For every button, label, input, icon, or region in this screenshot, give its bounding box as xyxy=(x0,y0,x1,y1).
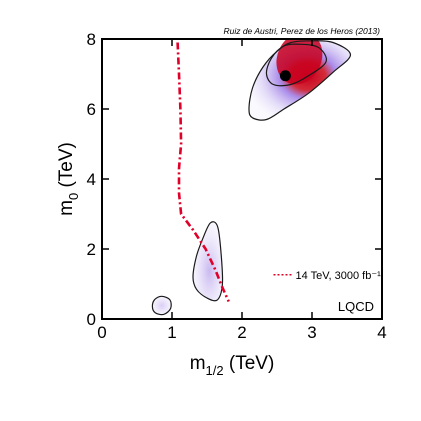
x-axis-title-sub: 1/2 xyxy=(206,363,224,378)
credit-annotation: Ruiz de Austri, Perez de los Heros (2013… xyxy=(223,26,380,36)
legend-label: 14 TeV, 3000 fb⁻¹ xyxy=(296,270,382,282)
x-tick-label: 3 xyxy=(307,323,316,342)
plot-area xyxy=(151,39,352,316)
y-tick-label: 6 xyxy=(87,100,96,119)
x-tick-label: 1 xyxy=(167,323,176,342)
y-tick-label: 0 xyxy=(87,310,96,329)
x-tick-label: 4 xyxy=(377,323,386,342)
region-1-inner-contour xyxy=(265,43,327,87)
ticks-layer: 0 1 2 3 4 0 2 4 6 8 xyxy=(87,30,387,342)
best-fit-point xyxy=(279,70,291,82)
region-2 xyxy=(192,221,224,302)
y-tick-label: 2 xyxy=(87,240,96,259)
region-2-fill xyxy=(193,221,223,301)
legend: 14 TeV, 3000 fb⁻¹ xyxy=(273,270,382,282)
y-axis-title-main: m xyxy=(56,200,77,216)
y-axis-title-sub: 0 xyxy=(66,193,81,200)
y-tick-label: 8 xyxy=(87,30,96,49)
region-3-fill xyxy=(152,296,172,315)
lines-layer xyxy=(176,42,230,303)
y-axis-title: m0 (TeV) xyxy=(56,142,81,216)
y-axis-title-unit: (TeV) xyxy=(56,142,77,193)
model-label: LQCD xyxy=(338,299,374,314)
x-axis-title: m1/2 (TeV) xyxy=(190,353,275,378)
region-3 xyxy=(151,295,172,316)
y-tick-label: 4 xyxy=(87,170,96,189)
region-1-outer-contour xyxy=(248,40,352,121)
reach-line-1 xyxy=(176,42,230,303)
x-tick-label: 0 xyxy=(97,323,106,342)
points-layer xyxy=(279,70,291,82)
x-axis-title-unit: (TeV) xyxy=(224,353,275,374)
x-axis-title-main: m xyxy=(190,353,206,374)
region-3-outer-contour xyxy=(151,295,172,316)
x-tick-label: 2 xyxy=(237,323,246,342)
